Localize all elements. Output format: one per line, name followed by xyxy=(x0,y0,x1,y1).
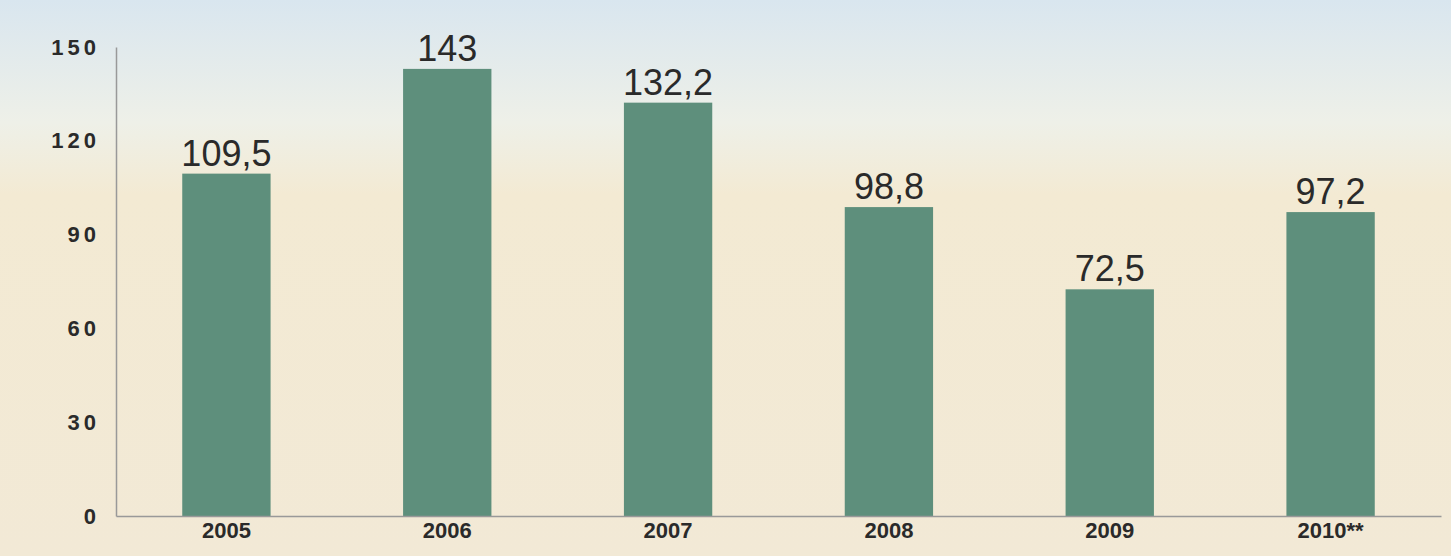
y-tick-label: 120 xyxy=(51,128,100,153)
bar xyxy=(1066,289,1154,516)
y-tick: 150 xyxy=(51,35,116,60)
data-labels: 109,5 143 132,2 98,8 72,5 97,2 xyxy=(181,28,1365,289)
x-tick: 2008 xyxy=(864,516,913,543)
x-tick: 2007 xyxy=(644,516,693,543)
x-tick: 2009 xyxy=(1085,516,1134,543)
y-tick-label: 60 xyxy=(68,316,100,341)
y-tick-label: 30 xyxy=(68,410,100,435)
y-tick: 90 xyxy=(68,222,116,247)
bar xyxy=(624,103,712,516)
chart-svg: 0 30 60 90 120 150 2005 2006 2007 2008 2009 2010** 1… xyxy=(0,0,1451,556)
data-label: 97,2 xyxy=(1296,171,1366,212)
x-tick-label: 2008 xyxy=(864,518,913,543)
data-label: 72,5 xyxy=(1075,248,1145,289)
x-tick: 2005 xyxy=(202,516,251,543)
y-tick-label: 0 xyxy=(84,504,100,529)
y-tick: 60 xyxy=(68,316,116,341)
x-tick-label: 2010** xyxy=(1298,518,1365,543)
y-tick: 0 xyxy=(84,504,116,529)
data-label: 143 xyxy=(417,28,477,69)
y-axis: 0 30 60 90 120 150 xyxy=(51,35,116,529)
x-tick-label: 2007 xyxy=(644,518,693,543)
y-tick-label: 90 xyxy=(68,222,100,247)
data-label: 109,5 xyxy=(181,133,271,174)
x-tick: 2010** xyxy=(1298,516,1365,543)
bar xyxy=(1286,212,1374,516)
x-tick-label: 2005 xyxy=(202,518,251,543)
bar xyxy=(182,174,270,516)
bars xyxy=(182,69,1375,516)
x-tick-label: 2006 xyxy=(423,518,472,543)
data-label: 132,2 xyxy=(623,62,713,103)
x-axis-line xyxy=(117,516,1442,518)
x-tick: 2006 xyxy=(423,516,472,543)
background xyxy=(0,0,1451,556)
y-axis-line xyxy=(116,48,118,517)
x-axis: 2005 2006 2007 2008 2009 2010** xyxy=(117,516,1442,543)
y-tick: 120 xyxy=(51,128,116,153)
x-tick-label: 2009 xyxy=(1085,518,1134,543)
bar xyxy=(845,207,933,516)
bar xyxy=(403,69,491,516)
data-label: 98,8 xyxy=(854,166,924,207)
y-tick-label: 150 xyxy=(51,35,100,60)
y-tick: 30 xyxy=(68,410,116,435)
